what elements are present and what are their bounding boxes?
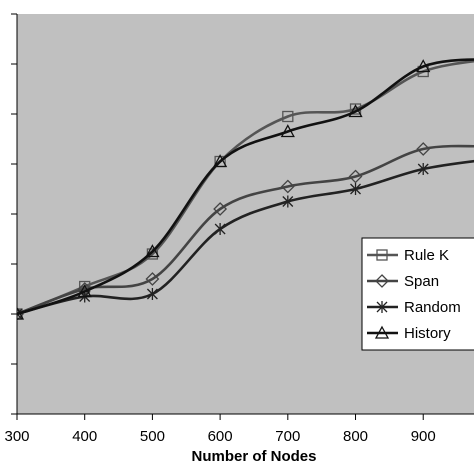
series-history <box>17 58 474 320</box>
data-point-span <box>416 142 431 156</box>
data-point-rule-k <box>282 110 294 123</box>
x-axis-ticks: 300 400 500 600 700 800 900 <box>4 414 436 445</box>
legend-marker-history <box>374 325 390 339</box>
x-tick-label: 500 <box>140 428 165 445</box>
legend-item-random: Random <box>367 299 461 316</box>
data-point-history <box>77 284 92 298</box>
data-point-random <box>214 223 226 235</box>
data-point-history <box>348 104 363 118</box>
legend-box <box>361 237 474 351</box>
y-axis-ticks <box>11 13 17 415</box>
x-tick-label: 300 <box>4 428 29 445</box>
data-point-history <box>280 124 295 138</box>
legend-marker-span <box>375 274 389 288</box>
data-point-history <box>213 154 228 168</box>
legend-item-span: Span <box>367 273 439 290</box>
data-point-span <box>145 272 160 286</box>
x-tick-label: 800 <box>343 428 368 445</box>
data-point-span <box>348 169 363 184</box>
data-point-random <box>350 183 361 195</box>
legend-item-history: History <box>367 325 451 342</box>
data-point-span <box>280 179 295 194</box>
data-point-history <box>17 306 25 320</box>
x-tick-label: 900 <box>411 428 436 445</box>
data-point-history <box>145 244 160 258</box>
data-point-span <box>213 202 228 216</box>
legend-marker-rule-k <box>376 249 388 261</box>
data-point-random <box>282 195 294 208</box>
legend: Rule K Span Random History <box>361 237 474 351</box>
x-axis-label: Number of Nodes <box>191 448 316 465</box>
series-layer <box>17 58 474 321</box>
legend-label-random: Random <box>404 299 461 316</box>
data-point-random <box>417 163 429 175</box>
legend-label-rule-k: Rule K <box>404 247 449 264</box>
data-point-random <box>17 308 23 320</box>
data-point-history <box>416 59 431 73</box>
series-line-history <box>17 58 474 316</box>
x-tick-label: 700 <box>275 428 300 445</box>
legend-marker-random <box>376 301 388 313</box>
data-point-random <box>146 288 158 300</box>
legend-label-span: Span <box>404 273 439 290</box>
x-tick-label: 400 <box>72 428 97 445</box>
legend-label-history: History <box>404 325 451 342</box>
series-line-rule-k <box>17 59 474 316</box>
legend-item-rule-k: Rule K <box>367 247 449 264</box>
data-point-rule-k <box>17 308 23 320</box>
x-tick-label: 600 <box>208 428 233 445</box>
series-line-random <box>17 159 474 316</box>
